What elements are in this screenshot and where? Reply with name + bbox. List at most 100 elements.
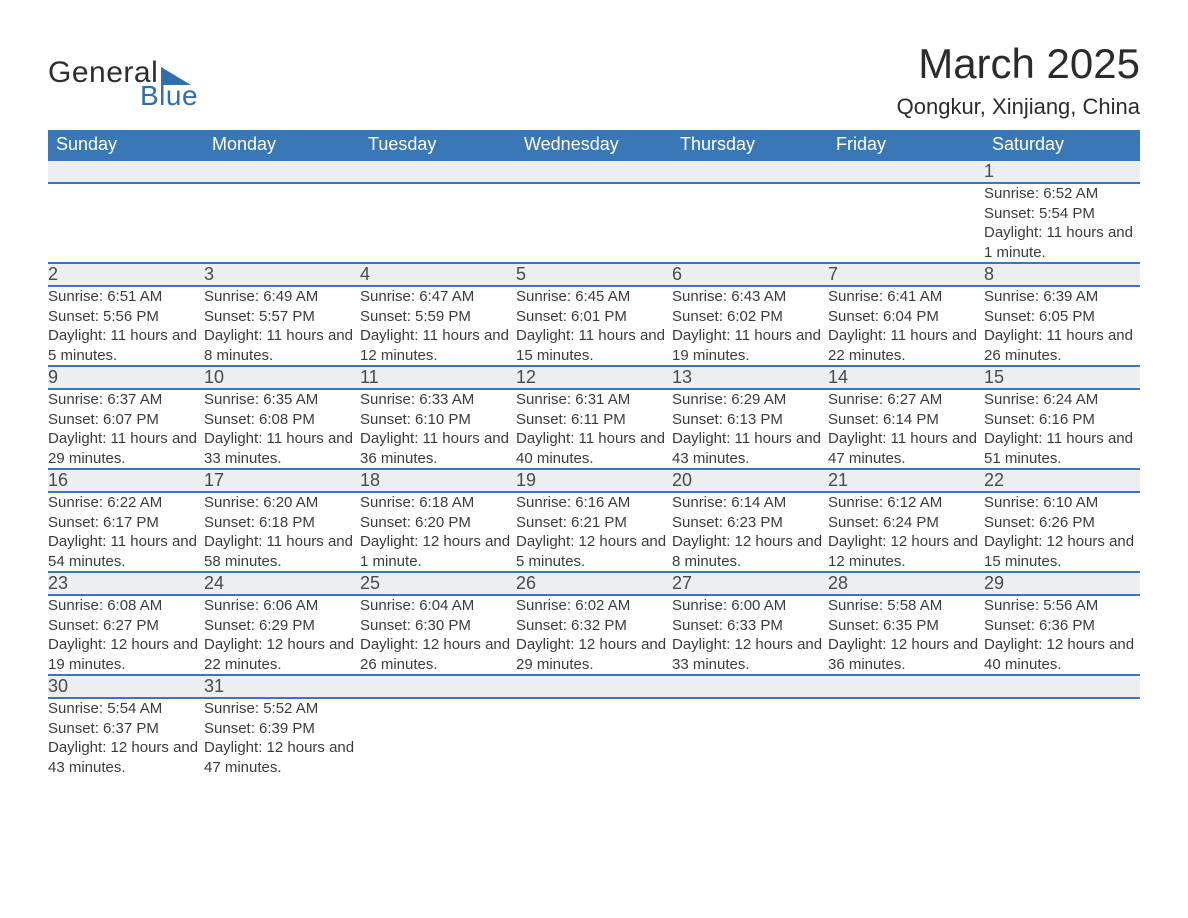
logo: General Blue [48, 40, 198, 110]
day-number-cell: 25 [360, 572, 516, 595]
daylight-text: Daylight: 11 hours and 1 minute. [984, 223, 1140, 262]
day-detail-cell: Sunrise: 6:02 AMSunset: 6:32 PMDaylight:… [516, 595, 672, 675]
sunset-text: Sunset: 6:33 PM [672, 616, 828, 636]
day-detail-cell [516, 183, 672, 263]
day-number-cell: 1 [984, 160, 1140, 183]
day-detail-cell: Sunrise: 6:45 AMSunset: 6:01 PMDaylight:… [516, 286, 672, 366]
sunset-text: Sunset: 6:04 PM [828, 307, 984, 327]
daylight-text: Daylight: 12 hours and 19 minutes. [48, 635, 204, 674]
detail-row: Sunrise: 6:08 AMSunset: 6:27 PMDaylight:… [48, 595, 1140, 675]
sunrise-text: Sunrise: 6:10 AM [984, 493, 1140, 513]
sunrise-text: Sunrise: 5:54 AM [48, 699, 204, 719]
daylight-text: Daylight: 12 hours and 43 minutes. [48, 738, 204, 777]
day-number-cell: 4 [360, 263, 516, 286]
day-number-cell: 31 [204, 675, 360, 698]
daynum-row: 30 31 [48, 675, 1140, 698]
sunrise-text: Sunrise: 6:47 AM [360, 287, 516, 307]
day-detail-cell: Sunrise: 6:24 AMSunset: 6:16 PMDaylight:… [984, 389, 1140, 469]
day-detail-cell: Sunrise: 6:51 AMSunset: 5:56 PMDaylight:… [48, 286, 204, 366]
daylight-text: Daylight: 11 hours and 8 minutes. [204, 326, 360, 365]
day-detail-cell [828, 698, 984, 777]
daylight-text: Daylight: 11 hours and 33 minutes. [204, 429, 360, 468]
day-detail-cell: Sunrise: 6:14 AMSunset: 6:23 PMDaylight:… [672, 492, 828, 572]
daylight-text: Daylight: 11 hours and 19 minutes. [672, 326, 828, 365]
weekday-header-row: Sunday Monday Tuesday Wednesday Thursday… [48, 130, 1140, 160]
day-detail-cell [360, 183, 516, 263]
daynum-row: 2345678 [48, 263, 1140, 286]
day-number-cell [360, 675, 516, 698]
detail-row: Sunrise: 6:51 AMSunset: 5:56 PMDaylight:… [48, 286, 1140, 366]
day-detail-cell: Sunrise: 5:58 AMSunset: 6:35 PMDaylight:… [828, 595, 984, 675]
sunrise-text: Sunrise: 6:08 AM [48, 596, 204, 616]
day-number-cell: 23 [48, 572, 204, 595]
day-number: 11 [360, 367, 379, 387]
sunrise-text: Sunrise: 5:52 AM [204, 699, 360, 719]
sunset-text: Sunset: 6:01 PM [516, 307, 672, 327]
day-number: 27 [672, 573, 692, 593]
day-detail-cell: Sunrise: 6:20 AMSunset: 6:18 PMDaylight:… [204, 492, 360, 572]
day-number: 2 [48, 264, 58, 284]
day-number: 21 [828, 470, 848, 490]
sunrise-text: Sunrise: 6:33 AM [360, 390, 516, 410]
day-number-cell: 5 [516, 263, 672, 286]
day-number: 9 [48, 367, 58, 387]
sunset-text: Sunset: 6:27 PM [48, 616, 204, 636]
sunrise-text: Sunrise: 6:52 AM [984, 184, 1140, 204]
day-number: 28 [828, 573, 848, 593]
day-number: 29 [984, 573, 1004, 593]
day-number-cell [828, 160, 984, 183]
sunset-text: Sunset: 5:59 PM [360, 307, 516, 327]
day-number: 3 [204, 264, 214, 284]
daylight-text: Daylight: 12 hours and 33 minutes. [672, 635, 828, 674]
day-number-cell: 11 [360, 366, 516, 389]
daylight-text: Daylight: 12 hours and 29 minutes. [516, 635, 672, 674]
day-number-cell: 16 [48, 469, 204, 492]
day-number-cell: 28 [828, 572, 984, 595]
day-detail-cell: Sunrise: 6:16 AMSunset: 6:21 PMDaylight:… [516, 492, 672, 572]
day-detail-cell [360, 698, 516, 777]
day-detail-cell: Sunrise: 6:52 AMSunset: 5:54 PMDaylight:… [984, 183, 1140, 263]
day-number-cell [672, 160, 828, 183]
sunrise-text: Sunrise: 6:35 AM [204, 390, 360, 410]
sunrise-text: Sunrise: 6:29 AM [672, 390, 828, 410]
day-detail-cell: Sunrise: 6:43 AMSunset: 6:02 PMDaylight:… [672, 286, 828, 366]
daynum-row: 16171819202122 [48, 469, 1140, 492]
sunrise-text: Sunrise: 6:27 AM [828, 390, 984, 410]
sunrise-text: Sunrise: 6:41 AM [828, 287, 984, 307]
sunset-text: Sunset: 6:17 PM [48, 513, 204, 533]
daylight-text: Daylight: 12 hours and 22 minutes. [204, 635, 360, 674]
daynum-row: 9101112131415 [48, 366, 1140, 389]
sunrise-text: Sunrise: 6:43 AM [672, 287, 828, 307]
sunrise-text: Sunrise: 6:00 AM [672, 596, 828, 616]
weekday-header: Thursday [672, 130, 828, 160]
logo-text-blue: Blue [140, 82, 198, 110]
day-number: 25 [360, 573, 380, 593]
day-number: 12 [516, 367, 536, 387]
title-block: March 2025 Qongkur, Xinjiang, China [897, 40, 1140, 120]
day-number-cell: 3 [204, 263, 360, 286]
sunset-text: Sunset: 6:07 PM [48, 410, 204, 430]
day-number: 4 [360, 264, 370, 284]
day-detail-cell: Sunrise: 6:37 AMSunset: 6:07 PMDaylight:… [48, 389, 204, 469]
sunset-text: Sunset: 5:54 PM [984, 204, 1140, 224]
day-number-cell: 19 [516, 469, 672, 492]
detail-row: Sunrise: 6:52 AMSunset: 5:54 PMDaylight:… [48, 183, 1140, 263]
day-number-cell: 29 [984, 572, 1140, 595]
sunset-text: Sunset: 6:26 PM [984, 513, 1140, 533]
day-number: 30 [48, 676, 68, 696]
day-number: 16 [48, 470, 68, 490]
day-number-cell: 8 [984, 263, 1140, 286]
day-number-cell: 2 [48, 263, 204, 286]
day-detail-cell: Sunrise: 6:35 AMSunset: 6:08 PMDaylight:… [204, 389, 360, 469]
day-number-cell: 20 [672, 469, 828, 492]
detail-row: Sunrise: 6:37 AMSunset: 6:07 PMDaylight:… [48, 389, 1140, 469]
sunrise-text: Sunrise: 5:56 AM [984, 596, 1140, 616]
day-number-cell [516, 675, 672, 698]
sunset-text: Sunset: 6:20 PM [360, 513, 516, 533]
daylight-text: Daylight: 12 hours and 15 minutes. [984, 532, 1140, 571]
day-number-cell: 7 [828, 263, 984, 286]
daylight-text: Daylight: 11 hours and 5 minutes. [48, 326, 204, 365]
sunrise-text: Sunrise: 5:58 AM [828, 596, 984, 616]
sunset-text: Sunset: 6:37 PM [48, 719, 204, 739]
day-detail-cell: Sunrise: 6:04 AMSunset: 6:30 PMDaylight:… [360, 595, 516, 675]
